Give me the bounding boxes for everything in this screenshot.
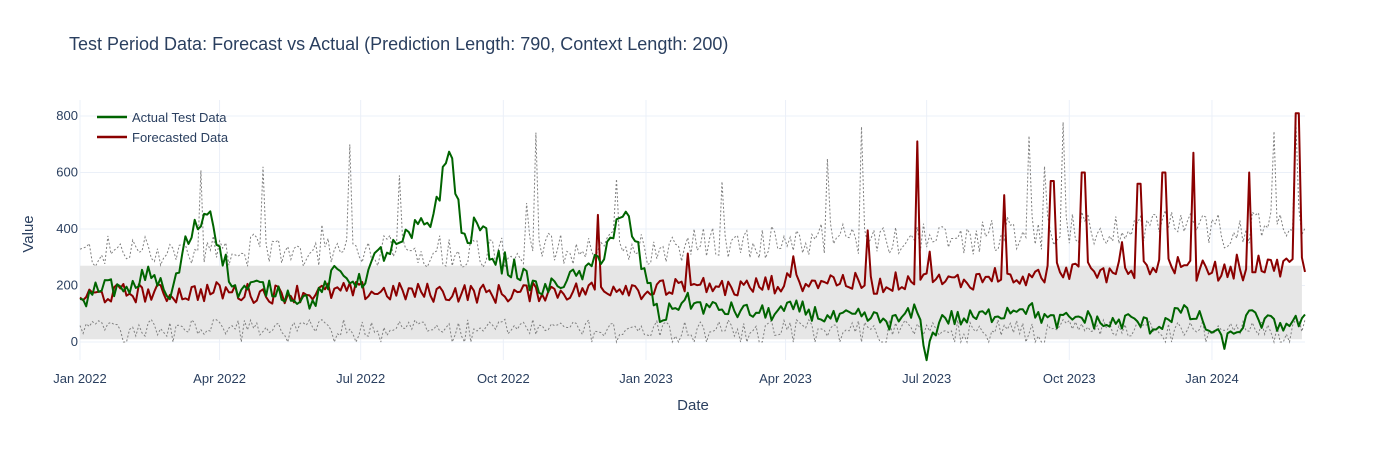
x-tick-label: Jan 2022: [53, 371, 107, 386]
x-tick-label: Jan 2023: [619, 371, 673, 386]
y-axis-title: Value: [20, 215, 37, 252]
confidence-band-layer: [79, 115, 1306, 344]
series-actual-line: [79, 150, 1306, 362]
legend-label-forecast: Forecasted Data: [132, 130, 229, 145]
y-tick-label: 400: [56, 221, 78, 236]
upper-bound-line: [79, 115, 1306, 269]
legend: Actual Test Data Forecasted Data: [97, 110, 229, 145]
y-tick-label: 200: [56, 278, 78, 293]
x-axis-title: Date: [677, 397, 709, 414]
x-tick-label: Oct 2022: [477, 371, 530, 386]
x-tick-label: Jan 2024: [1185, 371, 1239, 386]
axis-layer: 0 200 400 600 800 Jan 2022 Apr 2022 Jul 2022 Oct…: [53, 108, 1238, 386]
confidence-band: [80, 265, 1302, 340]
x-tick-label: Jul 2022: [336, 371, 385, 386]
lower-bound-line: [79, 318, 1306, 344]
legend-label-actual: Actual Test Data: [132, 110, 227, 125]
x-tick-label: Apr 2023: [759, 371, 812, 386]
y-tick-label: 600: [56, 165, 78, 180]
y-tick-label: 0: [71, 334, 78, 349]
x-tick-label: Apr 2022: [193, 371, 246, 386]
chart-title: Test Period Data: Forecast vs Actual (Pr…: [69, 34, 728, 54]
x-tick-label: Jul 2023: [902, 371, 951, 386]
x-tick-label: Oct 2023: [1043, 371, 1096, 386]
series-layer: [79, 112, 1306, 362]
y-tick-label: 800: [56, 108, 78, 123]
